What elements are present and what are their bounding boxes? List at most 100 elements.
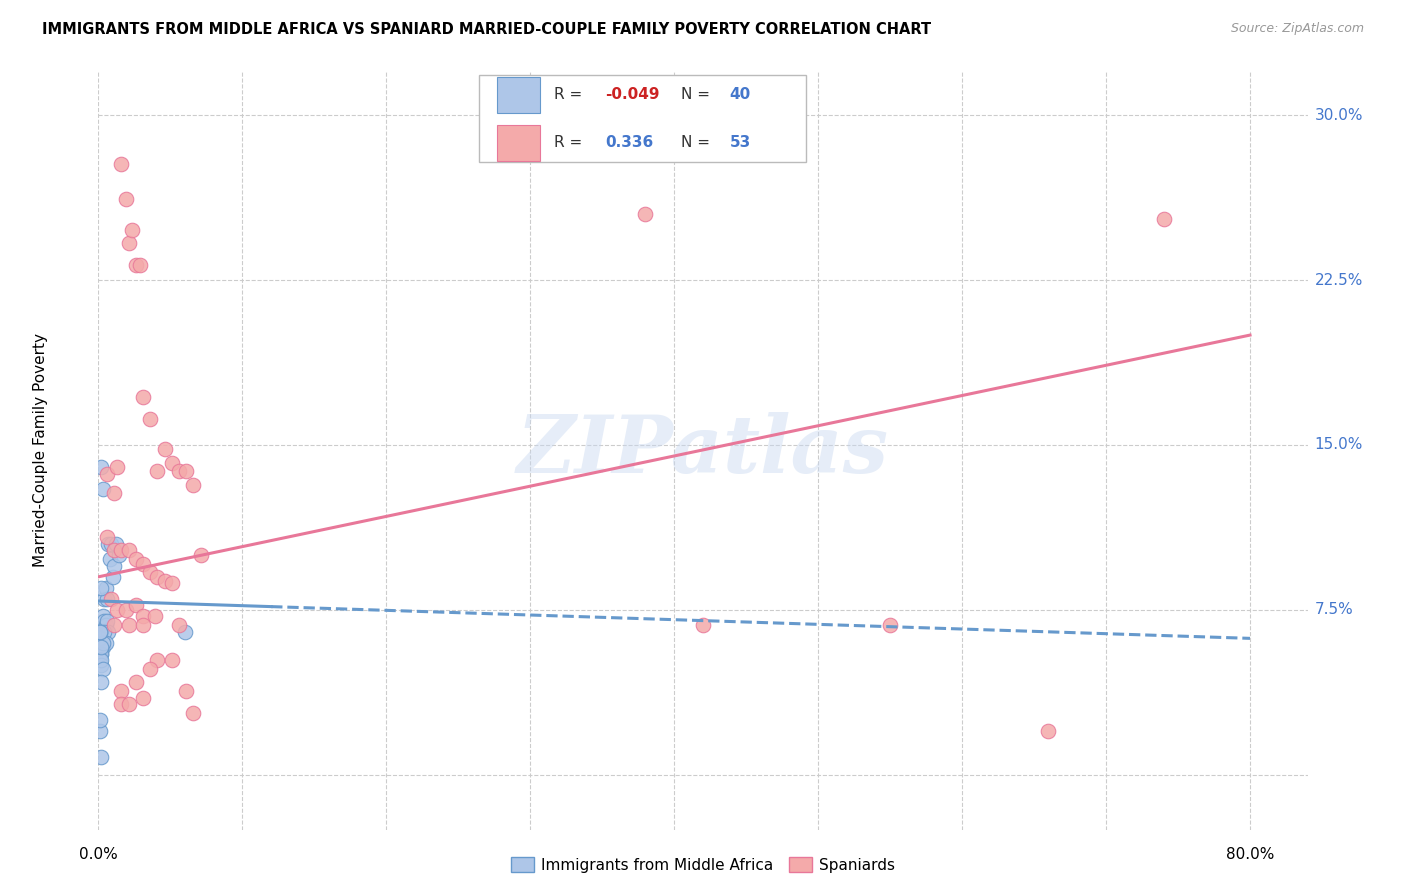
Point	[110, 156, 132, 170]
Point	[105, 603, 128, 617]
Point	[114, 192, 136, 206]
Point	[1153, 211, 1175, 226]
Point	[160, 456, 183, 470]
Point	[90, 647, 112, 661]
Point	[103, 543, 125, 558]
Point	[173, 624, 195, 639]
Text: 0.336: 0.336	[605, 136, 654, 150]
Point	[110, 543, 132, 558]
Text: Married-Couple Family Poverty: Married-Couple Family Poverty	[32, 334, 48, 567]
Text: R =: R =	[554, 136, 588, 150]
Point	[97, 624, 120, 639]
Point	[90, 647, 112, 661]
Point	[91, 482, 114, 496]
Point	[91, 636, 114, 650]
Point	[105, 459, 128, 474]
Text: N =: N =	[682, 136, 716, 150]
Point	[90, 581, 112, 595]
Point	[90, 675, 112, 690]
Point	[100, 537, 122, 551]
Text: ZIPatlas: ZIPatlas	[517, 412, 889, 489]
Point	[167, 618, 190, 632]
Legend: Immigrants from Middle Africa, Spaniards: Immigrants from Middle Africa, Spaniards	[505, 851, 901, 879]
Text: 40: 40	[730, 87, 751, 103]
Point	[183, 706, 205, 720]
Point	[107, 548, 129, 562]
Point	[96, 530, 118, 544]
Point	[89, 653, 111, 667]
Text: N =: N =	[682, 87, 716, 103]
Point	[125, 675, 148, 690]
Point	[132, 618, 155, 632]
Point	[90, 653, 112, 667]
Point	[174, 684, 197, 698]
Point	[101, 570, 124, 584]
Text: 53: 53	[730, 136, 751, 150]
Point	[89, 647, 111, 661]
Point	[125, 552, 148, 566]
Point	[103, 618, 125, 632]
Point	[93, 624, 115, 639]
Point	[103, 486, 125, 500]
Point	[90, 640, 112, 655]
Point	[93, 614, 115, 628]
Point	[1038, 723, 1060, 738]
Text: 30.0%: 30.0%	[1315, 108, 1364, 123]
Point	[90, 657, 112, 672]
Point	[100, 591, 122, 606]
Point	[91, 609, 114, 624]
Point	[89, 632, 111, 646]
Point	[125, 258, 148, 272]
Text: IMMIGRANTS FROM MIDDLE AFRICA VS SPANIARD MARRIED-COUPLE FAMILY POVERTY CORRELAT: IMMIGRANTS FROM MIDDLE AFRICA VS SPANIAR…	[42, 22, 931, 37]
Point	[143, 609, 166, 624]
Point	[146, 653, 169, 667]
Point	[91, 662, 114, 676]
Point	[153, 574, 176, 589]
Point	[96, 614, 118, 628]
Point	[118, 543, 141, 558]
Text: Source: ZipAtlas.com: Source: ZipAtlas.com	[1230, 22, 1364, 36]
Point	[174, 464, 197, 478]
Text: R =: R =	[554, 87, 588, 103]
Point	[132, 390, 155, 404]
Point	[692, 618, 714, 632]
Point	[879, 618, 901, 632]
Point	[94, 618, 117, 632]
Point	[118, 698, 141, 712]
Point	[118, 235, 141, 250]
Point	[90, 624, 112, 639]
Point	[129, 258, 152, 272]
Point	[94, 581, 117, 595]
Point	[139, 662, 162, 676]
Point	[125, 599, 148, 613]
Point	[160, 653, 183, 667]
Point	[114, 603, 136, 617]
Point	[110, 684, 132, 698]
Point	[146, 464, 169, 478]
Text: 80.0%: 80.0%	[1226, 847, 1274, 863]
Text: 0.0%: 0.0%	[79, 847, 118, 863]
Point	[132, 557, 155, 571]
Point	[98, 552, 121, 566]
Point	[90, 750, 112, 764]
Point	[96, 467, 118, 481]
Text: 7.5%: 7.5%	[1315, 602, 1354, 617]
Point	[91, 640, 114, 655]
Point	[97, 537, 120, 551]
Point	[110, 698, 132, 712]
Point	[96, 591, 118, 606]
Point	[91, 636, 114, 650]
Point	[89, 624, 111, 639]
FancyBboxPatch shape	[498, 77, 540, 113]
Point	[190, 548, 212, 562]
Point	[183, 477, 205, 491]
Text: 22.5%: 22.5%	[1315, 273, 1364, 287]
Point	[89, 624, 111, 639]
Point	[146, 570, 169, 584]
FancyBboxPatch shape	[479, 75, 806, 162]
Text: -0.049: -0.049	[605, 87, 659, 103]
Point	[132, 609, 155, 624]
Point	[89, 713, 111, 727]
Point	[94, 636, 117, 650]
FancyBboxPatch shape	[498, 125, 540, 161]
